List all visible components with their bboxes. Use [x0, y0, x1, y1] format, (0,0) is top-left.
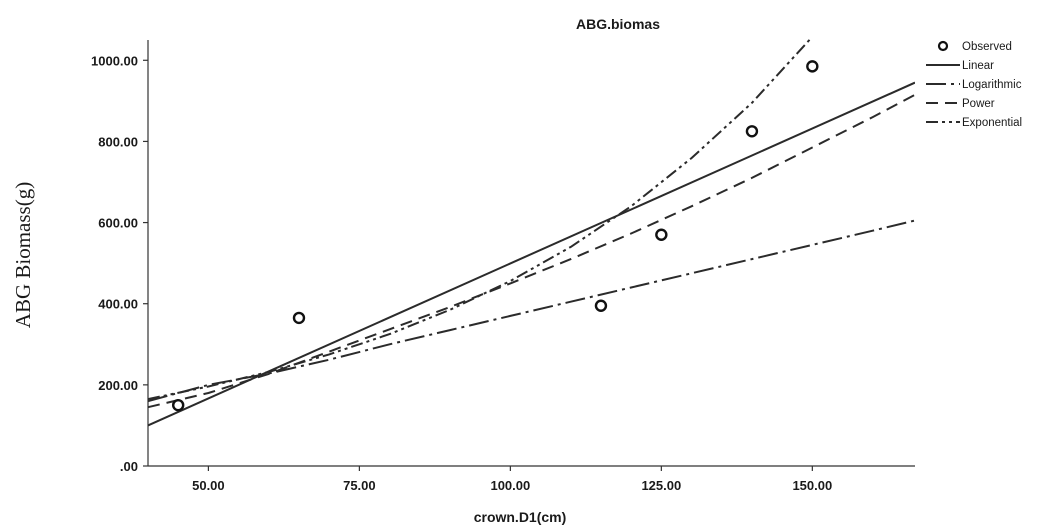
- observed-points: [171, 60, 819, 412]
- x-tick-label: 50.00: [192, 478, 225, 493]
- series-line-exponential: [147, 38, 813, 401]
- legend: Observed Linear Logarithmic Power Exponentia…: [926, 40, 1022, 129]
- y-tick-label: 400.00: [98, 297, 138, 312]
- legend-label-power: Power: [962, 98, 995, 110]
- series-line-logarithmic: [147, 219, 915, 403]
- y-tick-label: 600.00: [98, 216, 138, 231]
- observed-point: [655, 228, 668, 241]
- observed-point: [171, 398, 185, 412]
- observed-point: [594, 299, 608, 312]
- x-ticks: 50.00 75.00 100.00 125.00 150.00: [192, 466, 832, 493]
- x-tick-label: 125.00: [641, 478, 681, 493]
- legend-label-logarithmic: Logarithmic: [962, 79, 1022, 91]
- y-axis-label: ABG Biomass(g): [11, 182, 35, 328]
- legend-label-observed: Observed: [962, 41, 1012, 53]
- observed-point: [806, 60, 819, 73]
- legend-marker-observed: [937, 40, 949, 52]
- series-line-power: [147, 93, 915, 409]
- y-tick-label: 1000.00: [91, 53, 138, 68]
- y-ticks: .00 200.00 400.00 600.00 800.00 1000.00: [91, 53, 148, 474]
- observed-point: [292, 311, 306, 325]
- x-axis-label: crown.D1(cm): [474, 509, 567, 525]
- x-tick-label: 75.00: [343, 478, 376, 493]
- axes: [147, 40, 915, 467]
- fit-lines: [147, 38, 915, 427]
- legend-label-exponential: Exponential: [962, 117, 1022, 129]
- y-tick-label: 200.00: [98, 378, 138, 393]
- series-line-linear: [147, 81, 915, 427]
- x-tick-label: 100.00: [490, 478, 530, 493]
- chart-title: ABG.biomas: [576, 16, 660, 32]
- x-tick-label: 150.00: [792, 478, 832, 493]
- y-tick-label: .00: [120, 459, 138, 474]
- legend-label-linear: Linear: [962, 60, 994, 72]
- y-tick-label: 800.00: [98, 134, 138, 149]
- observed-point: [745, 125, 759, 138]
